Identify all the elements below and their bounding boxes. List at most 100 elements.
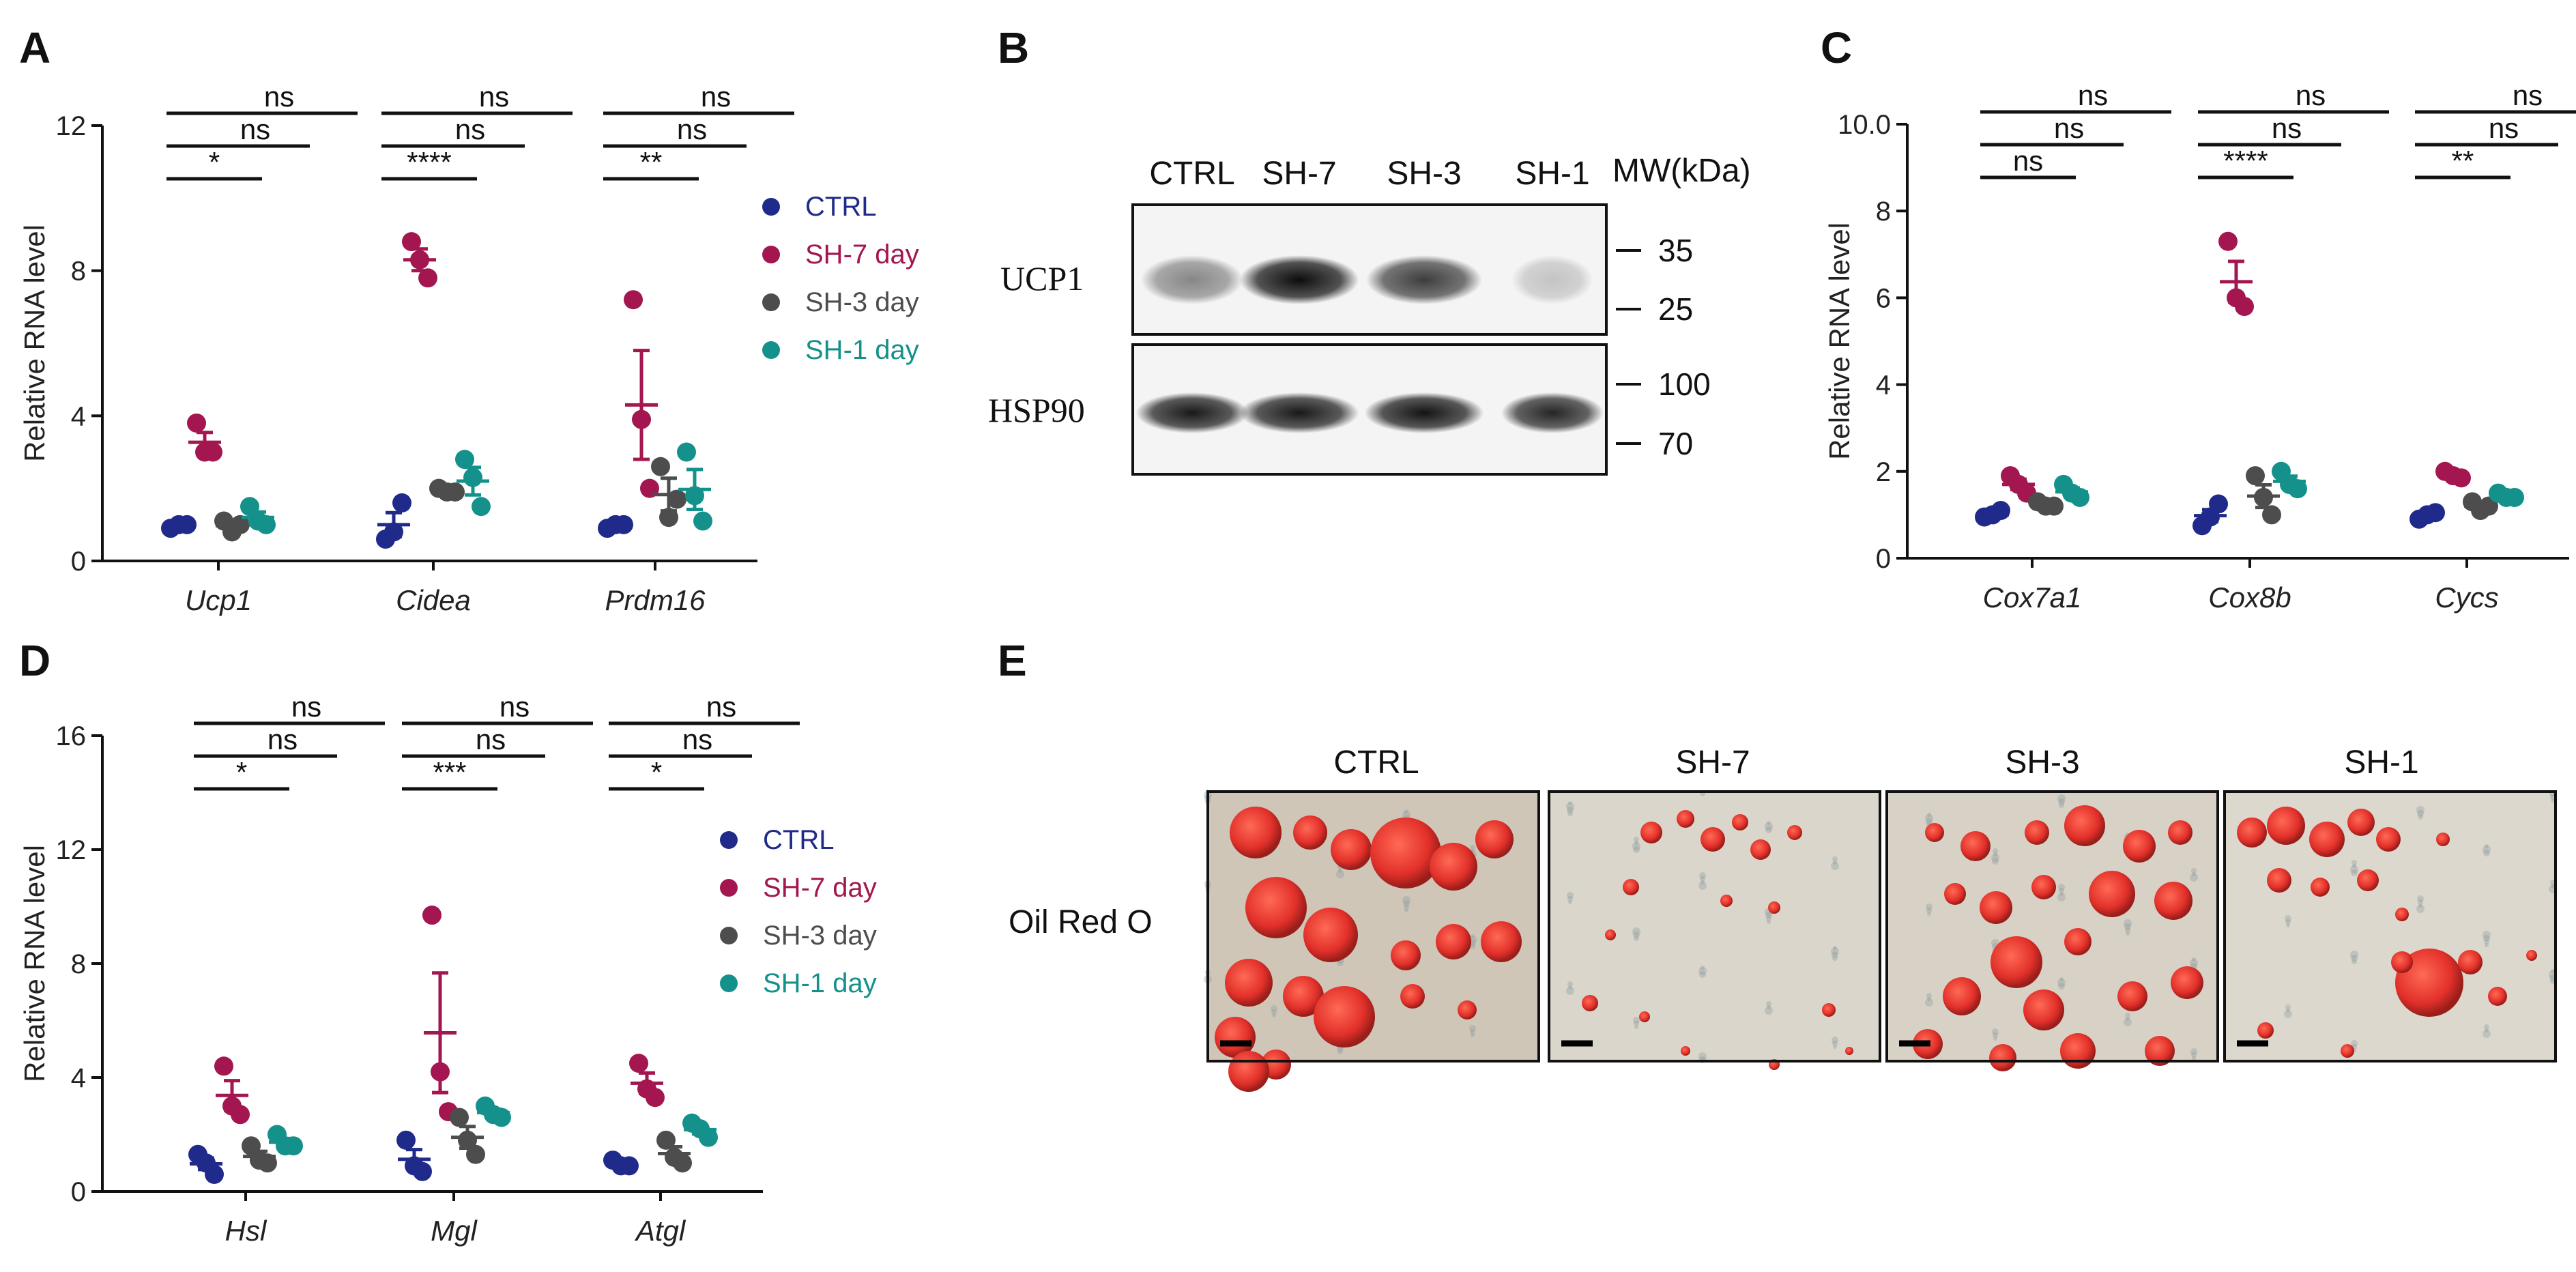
cell-debris [1699, 872, 1706, 879]
blot-row-label: HSP90 [988, 391, 1085, 429]
micrograph-sh-1 [2223, 790, 2557, 1063]
cell-debris [1402, 896, 1410, 904]
x-tick-label: Cox7a1 [1983, 581, 2082, 613]
cell-debris [2351, 869, 2358, 876]
cell-debris [1833, 861, 1837, 865]
cell-debris [2190, 959, 2198, 967]
data-point [651, 457, 670, 476]
blot-band [1239, 392, 1359, 433]
cell-debris [2285, 1004, 2291, 1010]
lipid-droplet [1582, 995, 1598, 1011]
significance-label: ** [2452, 145, 2474, 177]
significance-label: ns [240, 113, 270, 145]
cell-debris [1993, 1037, 1997, 1041]
cell-debris [1568, 985, 1572, 989]
micrograph-column-label: SH-1 [2344, 745, 2418, 781]
blot-band [1364, 392, 1484, 433]
micrograph-sh-3 [1885, 790, 2219, 1071]
legend-entry: SH-7 day [763, 873, 877, 903]
significance-label: ns [706, 691, 736, 723]
cell-debris [2124, 923, 2131, 930]
lipid-droplet [1458, 1000, 1477, 1020]
significance-label: **** [2223, 145, 2268, 177]
cell-debris [2485, 844, 2489, 848]
cell-debris [1470, 1029, 1475, 1035]
micrograph-frame [1548, 790, 1881, 1063]
lipid-droplet [2341, 1044, 2354, 1058]
lipid-droplet [1391, 940, 1421, 970]
lipid-droplet [1215, 1017, 1256, 1058]
cell-debris [1634, 1025, 1638, 1029]
cell-debris [1568, 900, 1572, 904]
significance-label: ns [2489, 112, 2519, 144]
data-point [2235, 297, 2254, 317]
lipid-droplet [2526, 950, 2537, 961]
cell-debris [1832, 1037, 1838, 1043]
data-point [646, 1088, 665, 1108]
y-tick-label: 4 [71, 401, 86, 431]
cell-debris [2059, 977, 2064, 981]
cell-debris [2483, 935, 2490, 942]
legend-marker [720, 879, 738, 897]
western-blot: CTRL SH-7 SH-3 SH-1 MW(kDa) UCP1 HSP90 3… [988, 153, 1751, 476]
lipid-droplet [1989, 1044, 2016, 1071]
significance-label: ns [701, 81, 731, 113]
cell-debris [1701, 880, 1705, 884]
cell-debris [1993, 848, 1998, 854]
data-point [685, 486, 704, 506]
cell-debris [1993, 1032, 1998, 1038]
cell-debris [1927, 912, 1931, 916]
lipid-droplet [2488, 987, 2507, 1006]
y-tick-label: 0 [71, 1177, 86, 1207]
cell-debris [1402, 811, 1410, 819]
lipid-droplet [2123, 830, 2156, 863]
cell-debris [2286, 1009, 2290, 1013]
cell-debris [2351, 1040, 2358, 1047]
cell-debris [1832, 1041, 1838, 1046]
data-point [392, 493, 411, 512]
data-point [2070, 487, 2089, 507]
legend-marker [762, 198, 780, 216]
y-tick-label: 0 [71, 547, 86, 577]
data-point [231, 1105, 250, 1125]
legend-marker [762, 293, 780, 311]
cell-debris [1404, 809, 1408, 813]
blot-row-label: UCP1 [1000, 259, 1084, 298]
data-point [1991, 501, 2010, 521]
data-point [450, 1108, 469, 1127]
cell-debris [1567, 981, 1573, 987]
lipid-droplet [1436, 924, 1471, 959]
significance-label: ns [2078, 79, 2108, 111]
cell-debris [2058, 798, 2065, 805]
lipid-droplet [1845, 1047, 1853, 1055]
y-axis-label: Relative RNA level [1823, 222, 1855, 460]
cell-debris [1634, 837, 1639, 842]
cell-debris [2057, 979, 2066, 987]
data-point [203, 442, 222, 462]
cell-debris [2351, 959, 2357, 964]
data-point [492, 1108, 511, 1127]
cell-debris [1271, 1009, 1277, 1015]
legend-entry: SH-3 day [763, 921, 877, 951]
cell-debris [1991, 854, 1999, 862]
blot-bands [1135, 255, 1604, 433]
cell-debris [2551, 798, 2555, 803]
data-point [656, 1130, 676, 1150]
data-point [2218, 231, 2238, 251]
y-tick-label: 0 [1876, 544, 1891, 574]
y-axis-label: Relative RNA level [18, 225, 50, 462]
data-point [614, 515, 633, 534]
legend-entry: SH-1 day [805, 335, 919, 365]
cell-debris [2191, 1052, 2197, 1058]
micrograph-column-label: CTRL [1333, 745, 1419, 781]
lipid-droplet [1925, 823, 1944, 842]
micrograph-frame [2223, 790, 2557, 1063]
cell-debris [1832, 951, 1838, 958]
lipid-droplet [1303, 908, 1358, 962]
lipid-droplet [2168, 820, 2193, 845]
significance-label: ns [479, 81, 509, 113]
cell-debris [1632, 927, 1640, 936]
cell-debris [1833, 1045, 1837, 1049]
data-point [214, 1056, 233, 1076]
x-tick-label: Cox8b [2208, 581, 2291, 613]
